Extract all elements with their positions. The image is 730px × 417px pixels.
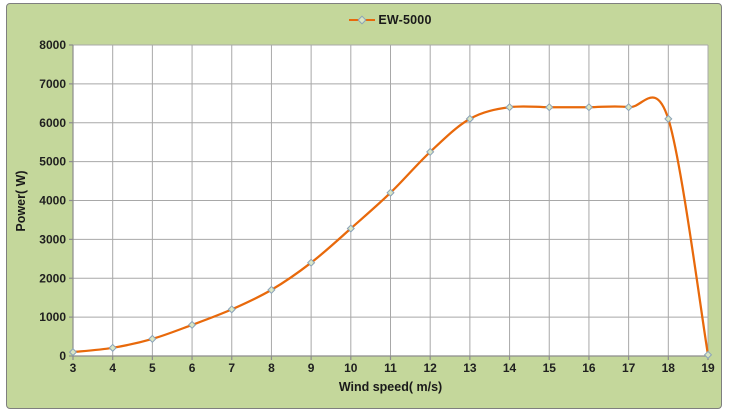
x-tick-label: 9 [308, 361, 315, 375]
plot-area: 0 1000 2000 3000 4000 5000 6000 7000 8000 3 4 5 6 7 8 9… [39, 38, 715, 375]
data-point-marker [148, 334, 157, 344]
data-point-marker [307, 258, 316, 267]
x-tick-label: 13 [463, 361, 477, 375]
data-point-marker [703, 350, 713, 359]
y-tick-label: 2000 [39, 271, 66, 285]
x-tick-label: 6 [189, 361, 196, 375]
legend-marker-icon [349, 15, 376, 25]
y-tick-label: 8000 [39, 38, 66, 52]
data-point-marker [624, 103, 633, 112]
x-tick-label: 12 [424, 361, 438, 375]
x-tick-label: 15 [543, 361, 557, 375]
data-point-marker [426, 147, 435, 157]
y-tick-label: 3000 [39, 232, 66, 246]
data-point-marker [227, 305, 236, 314]
legend: EW-5000 [73, 12, 708, 28]
x-tick-label: 5 [149, 361, 156, 375]
y-axis-title: Power( W) [14, 170, 28, 232]
y-tick-label: 6000 [39, 116, 66, 130]
x-tick-label: 4 [109, 361, 116, 375]
legend-label: EW-5000 [378, 13, 432, 27]
data-point-marker [505, 103, 514, 112]
data-point-marker [465, 114, 474, 123]
data-point-marker [68, 348, 78, 357]
data-point-marker [187, 320, 197, 330]
x-tick-label: 19 [701, 361, 715, 375]
y-tick-label: 5000 [39, 155, 66, 169]
chart-container: 0 1000 2000 3000 4000 5000 6000 7000 8000 3 4 5 6 7 8 9… [6, 3, 722, 409]
legend-diamond-marker [357, 15, 367, 25]
x-tick-label: 10 [344, 361, 358, 375]
data-point-marker [346, 224, 355, 233]
data-point-marker [386, 188, 395, 197]
x-tick-label: 8 [268, 361, 275, 375]
data-point-marker [267, 285, 276, 295]
x-tick-label: 7 [228, 361, 235, 375]
x-tick-label: 18 [662, 361, 676, 375]
data-point-marker [664, 114, 673, 123]
data-point-marker [108, 343, 117, 352]
data-point-marker [584, 103, 594, 112]
y-tick-label: 0 [59, 349, 66, 363]
x-tick-label: 17 [622, 361, 636, 375]
x-axis-title: Wind speed( m/s) [338, 380, 443, 394]
x-tick-label: 3 [70, 361, 77, 375]
y-tick-label: 1000 [39, 310, 66, 324]
x-tick-label: 11 [384, 361, 397, 375]
x-tick-label: 14 [503, 361, 517, 375]
y-tick-label: 7000 [39, 77, 66, 91]
data-point-marker [545, 103, 554, 112]
y-tick-label: 4000 [39, 194, 66, 208]
x-tick-label: 16 [582, 361, 596, 375]
